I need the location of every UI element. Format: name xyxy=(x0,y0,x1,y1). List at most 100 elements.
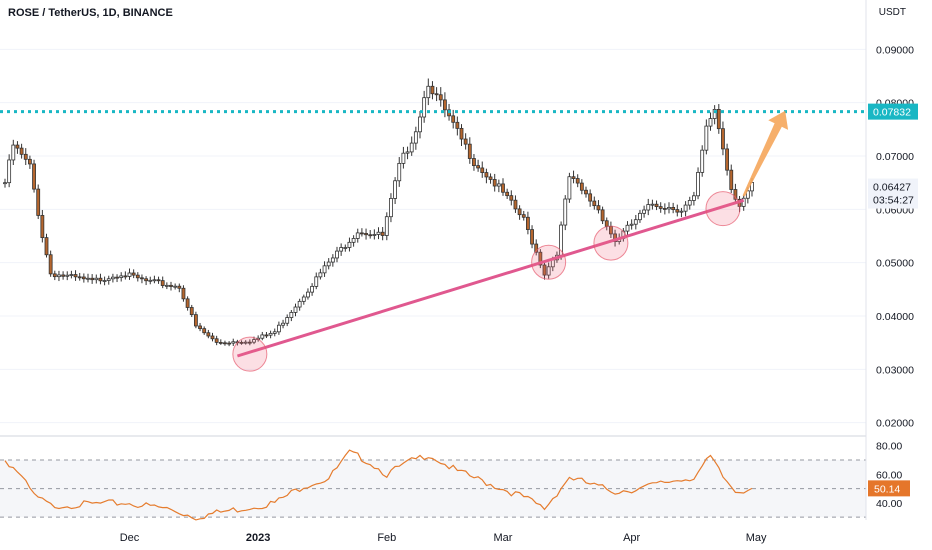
candle-body[interactable] xyxy=(434,93,439,96)
candle-body[interactable] xyxy=(733,189,738,200)
candle-body[interactable] xyxy=(239,341,244,344)
candle-body[interactable] xyxy=(61,274,65,277)
candle-body[interactable] xyxy=(517,208,522,216)
candle-body[interactable] xyxy=(102,280,107,282)
candle-body[interactable] xyxy=(111,276,115,280)
candle-body[interactable] xyxy=(57,274,61,278)
candle-body[interactable] xyxy=(202,328,207,334)
candle-body[interactable] xyxy=(86,277,90,280)
candle-body[interactable] xyxy=(297,300,302,308)
candle-body[interactable] xyxy=(712,109,717,119)
candle-body[interactable] xyxy=(741,197,746,207)
candle-body[interactable] xyxy=(413,131,418,144)
candle-body[interactable] xyxy=(77,276,82,279)
candle-body[interactable] xyxy=(658,206,663,209)
candle-body[interactable] xyxy=(119,275,124,278)
candle-body[interactable] xyxy=(347,241,352,248)
candle-body[interactable] xyxy=(214,338,219,343)
candle-body[interactable] xyxy=(633,219,638,225)
candle-body[interactable] xyxy=(40,215,45,239)
candle-body[interactable] xyxy=(231,341,236,344)
candle-body[interactable] xyxy=(380,231,385,236)
candle-body[interactable] xyxy=(571,176,576,179)
candle-body[interactable] xyxy=(584,189,588,195)
candle-body[interactable] xyxy=(343,247,348,249)
candle-body[interactable] xyxy=(575,178,580,184)
candle-body[interactable] xyxy=(364,232,368,236)
candle-body[interactable] xyxy=(501,183,505,193)
candle-body[interactable] xyxy=(592,200,597,207)
candle-body[interactable] xyxy=(7,159,12,184)
candle-body[interactable] xyxy=(223,342,227,345)
candle-body[interactable] xyxy=(613,233,617,242)
rsi-line[interactable] xyxy=(4,449,753,521)
candle-body[interactable] xyxy=(376,231,381,235)
support-trendline[interactable] xyxy=(236,198,745,358)
candle-body[interactable] xyxy=(198,325,202,330)
candle-body[interactable] xyxy=(704,125,709,151)
candle-body[interactable] xyxy=(164,284,169,287)
candle-body[interactable] xyxy=(210,335,215,340)
candle-body[interactable] xyxy=(467,143,472,159)
rsi-axis[interactable]: 80.00 60.00 40.00 50.14 xyxy=(868,441,910,510)
candle-body[interactable] xyxy=(301,296,306,302)
candle-body[interactable] xyxy=(455,121,460,129)
candle-body[interactable] xyxy=(359,232,364,235)
candle-body[interactable] xyxy=(629,223,634,226)
candle-body[interactable] xyxy=(708,118,713,127)
candle-body[interactable] xyxy=(69,274,74,276)
candle-body[interactable] xyxy=(322,265,327,274)
candle-body[interactable] xyxy=(654,203,659,208)
candle-body[interactable] xyxy=(600,209,605,222)
candle-body[interactable] xyxy=(32,163,36,190)
trendline[interactable] xyxy=(236,198,745,358)
candle-body[interactable] xyxy=(339,247,344,252)
candle-body[interactable] xyxy=(729,169,734,190)
candle-body[interactable] xyxy=(422,97,427,118)
candle-body[interactable] xyxy=(646,204,651,211)
candle-body[interactable] xyxy=(484,172,489,178)
candle-body[interactable] xyxy=(675,209,680,213)
candle-body[interactable] xyxy=(310,285,315,293)
rsi-indicator[interactable] xyxy=(4,449,753,521)
candle-body[interactable] xyxy=(73,274,78,278)
candle-body[interactable] xyxy=(306,291,310,298)
candle-body[interactable] xyxy=(318,272,323,278)
candle-body[interactable] xyxy=(3,182,7,185)
breakout-arrow-shape[interactable] xyxy=(742,110,789,197)
candle-body[interactable] xyxy=(384,216,389,236)
candle-body[interactable] xyxy=(426,85,431,99)
candle-body[interactable] xyxy=(472,158,476,167)
candle-body[interactable] xyxy=(721,128,725,150)
candle-body[interactable] xyxy=(451,115,456,123)
candle-body[interactable] xyxy=(135,274,140,279)
candle-body[interactable] xyxy=(671,207,676,210)
candle-body[interactable] xyxy=(206,332,211,337)
candle-body[interactable] xyxy=(745,190,750,199)
candle-body[interactable] xyxy=(314,276,319,287)
candle-body[interactable] xyxy=(530,229,534,245)
candle-body[interactable] xyxy=(144,278,149,282)
candle-body[interactable] xyxy=(293,306,298,313)
candle-body[interactable] xyxy=(276,324,281,333)
candle-body[interactable] xyxy=(227,342,232,345)
candle-body[interactable] xyxy=(355,232,360,239)
candle-body[interactable] xyxy=(650,203,655,206)
candle-body[interactable] xyxy=(19,147,24,155)
candle-body[interactable] xyxy=(604,220,609,227)
candle-body[interactable] xyxy=(123,275,128,278)
candle-body[interactable] xyxy=(563,198,568,226)
candle-body[interactable] xyxy=(716,109,721,130)
candle-body[interactable] xyxy=(393,180,398,199)
candle-body[interactable] xyxy=(94,277,99,281)
candle-body[interactable] xyxy=(260,334,265,339)
candle-body[interactable] xyxy=(430,85,435,95)
candle-body[interactable] xyxy=(538,251,543,266)
candle-body[interactable] xyxy=(247,341,252,344)
candle-body[interactable] xyxy=(638,212,642,221)
candle-body[interactable] xyxy=(152,279,157,282)
candle-body[interactable] xyxy=(521,214,526,218)
candle-body[interactable] xyxy=(492,179,497,187)
candle-body[interactable] xyxy=(368,234,373,237)
